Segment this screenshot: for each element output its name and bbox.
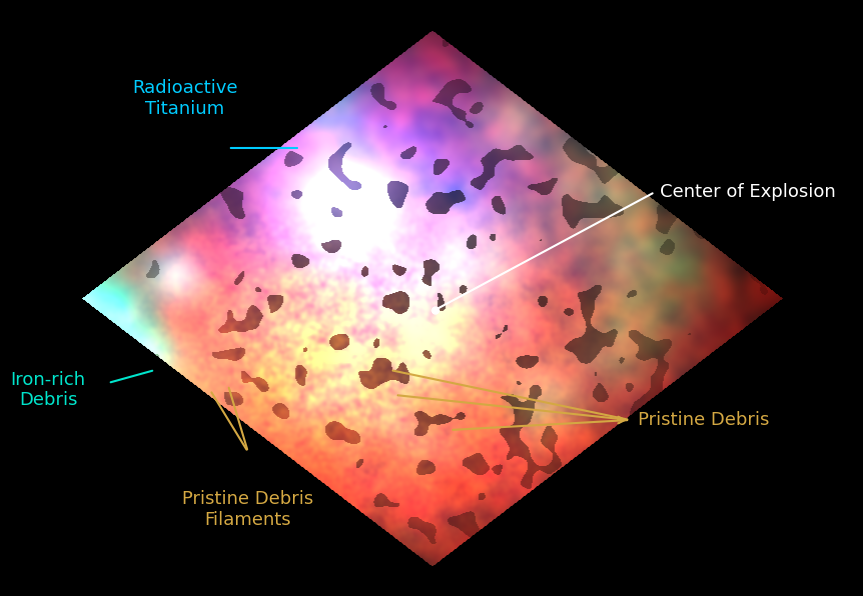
Text: Pristine Debris
Filaments: Pristine Debris Filaments bbox=[182, 490, 313, 529]
Text: Pristine Debris: Pristine Debris bbox=[638, 411, 770, 429]
Text: Iron-rich
Debris: Iron-rich Debris bbox=[10, 371, 85, 409]
Text: Radioactive
Titanium: Radioactive Titanium bbox=[132, 79, 238, 118]
Text: Center of Explosion: Center of Explosion bbox=[660, 183, 835, 201]
